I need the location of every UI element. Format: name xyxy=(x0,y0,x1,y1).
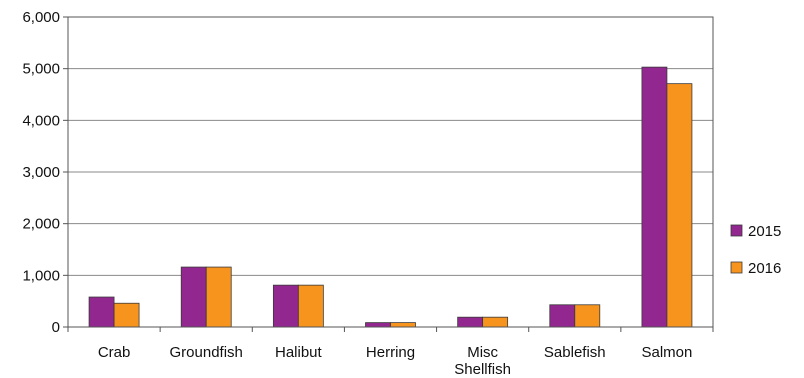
bar-2015-sablefish xyxy=(549,304,576,328)
x-tick-label: Herring xyxy=(366,344,415,361)
legend-label-2016: 2016 xyxy=(748,260,781,277)
y-tick-label: 3,000 xyxy=(22,164,60,181)
y-tick-label: 1,000 xyxy=(22,267,60,284)
bar-2016-crab xyxy=(113,302,140,328)
legend-swatch-2016 xyxy=(730,261,743,274)
bar-2016-groundfish xyxy=(205,266,232,328)
bar-2015-crab xyxy=(88,296,115,328)
y-tick-label: 5,000 xyxy=(22,61,60,78)
bar-2016-salmon xyxy=(666,83,693,328)
bars xyxy=(88,66,693,328)
legend: 2015 2016 xyxy=(730,223,781,277)
y-tick-label: 6,000 xyxy=(22,9,60,26)
x-tick-label: Salmon xyxy=(641,344,692,361)
x-tick-label: Sablefish xyxy=(544,344,606,361)
bar-2015-salmon xyxy=(641,66,668,328)
bar-2015-groundfish xyxy=(180,266,207,328)
x-tick-label: Halibut xyxy=(275,344,323,361)
x-axis-ticks: Crab Groundfish Halibut Herring Misc Shellfis… xyxy=(67,327,714,378)
bar-2016-misc-shellfish xyxy=(482,316,509,328)
y-tick-label: 2,000 xyxy=(22,216,60,233)
y-tick-label: 0 xyxy=(52,319,60,336)
bar-2016-halibut xyxy=(297,284,324,328)
x-tick-label: Misc Shellfish xyxy=(454,344,511,378)
legend-label-2015: 2015 xyxy=(748,223,781,240)
bar-2015-misc-shellfish xyxy=(457,316,484,328)
y-axis-ticks: 0 1,000 2,000 3,000 4,000 5,000 6,000 xyxy=(22,9,68,336)
bar-2015-halibut xyxy=(272,284,299,328)
y-tick-label: 4,000 xyxy=(22,112,60,129)
x-tick-label: Groundfish xyxy=(170,344,243,361)
bar-2016-sablefish xyxy=(574,304,601,328)
gridlines xyxy=(68,16,713,276)
bar-2015-herring xyxy=(365,322,391,328)
x-tick-label: Crab xyxy=(98,344,131,361)
legend-swatch-2015 xyxy=(730,224,743,237)
bar-2016-herring xyxy=(390,322,416,328)
